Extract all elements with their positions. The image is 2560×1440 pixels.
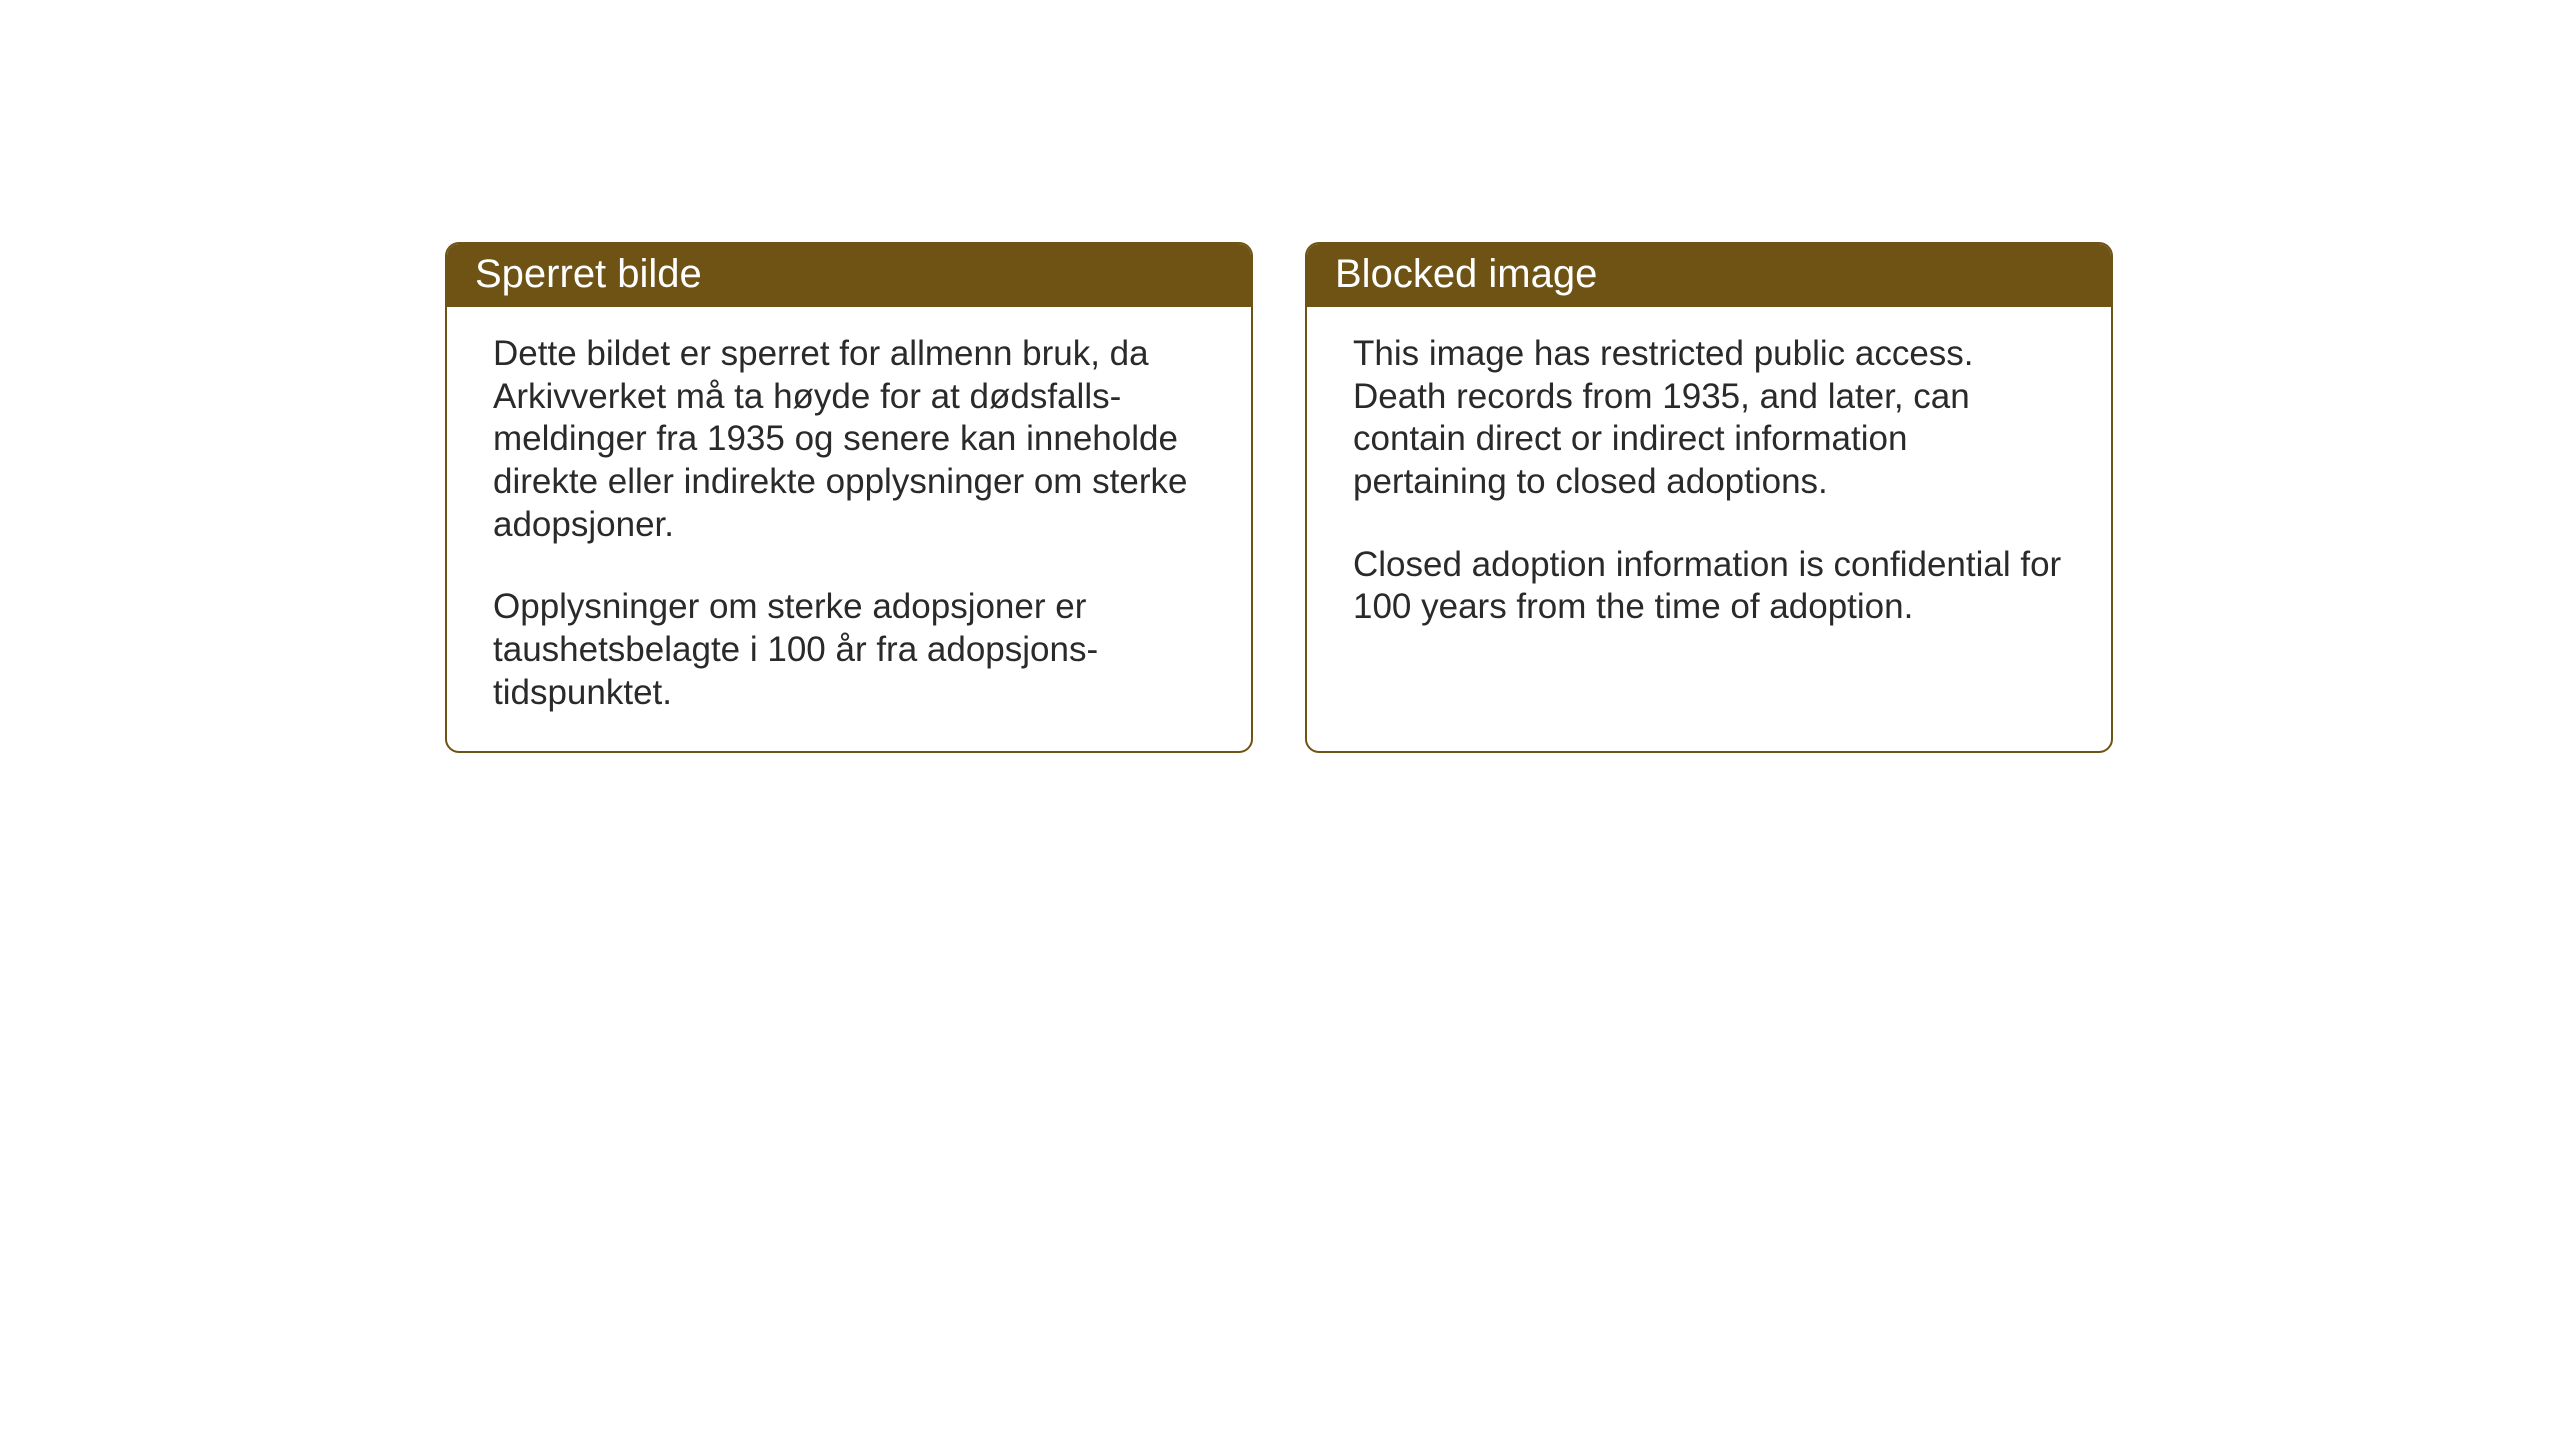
paragraph-norwegian-2: Opplysninger om sterke adopsjoner er tau… [493,586,1205,714]
cards-container: Sperret bilde Dette bildet er sperret fo… [445,242,2113,753]
card-header-norwegian: Sperret bilde [447,244,1251,307]
card-title-english: Blocked image [1335,252,1597,296]
paragraph-english-1: This image has restricted public access.… [1353,333,2065,504]
card-norwegian: Sperret bilde Dette bildet er sperret fo… [445,242,1253,753]
card-title-norwegian: Sperret bilde [475,252,702,296]
card-body-english: This image has restricted public access.… [1307,307,2111,751]
paragraph-english-2: Closed adoption information is confident… [1353,544,2065,629]
card-english: Blocked image This image has restricted … [1305,242,2113,753]
card-header-english: Blocked image [1307,244,2111,307]
card-body-norwegian: Dette bildet er sperret for allmenn bruk… [447,307,1251,751]
paragraph-norwegian-1: Dette bildet er sperret for allmenn bruk… [493,333,1205,546]
